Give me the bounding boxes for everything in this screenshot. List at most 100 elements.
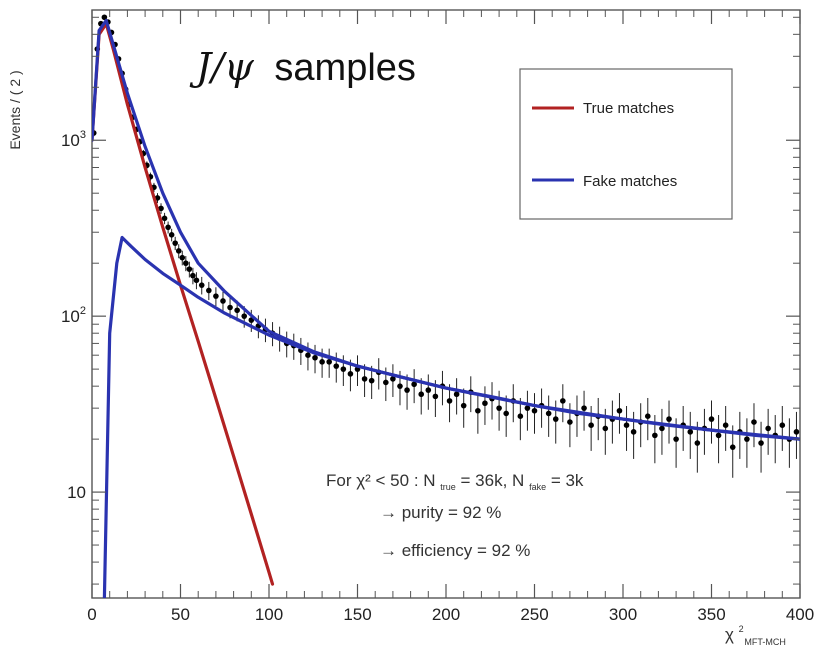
data-point	[305, 352, 311, 358]
data-point	[460, 402, 467, 409]
data-point	[744, 436, 750, 442]
data-point	[602, 425, 609, 432]
data-point	[779, 422, 786, 428]
data-point	[326, 359, 332, 365]
data-point	[390, 376, 396, 382]
data-point	[475, 407, 481, 414]
data-point	[158, 205, 164, 212]
data-point	[172, 240, 178, 246]
chart-title-word: samples	[274, 47, 416, 89]
annotation: For χ² < 50 : N true = 36k, N fake = 3k …	[326, 471, 584, 560]
data-point	[190, 272, 196, 279]
data-point	[312, 354, 318, 361]
data-point	[517, 413, 524, 419]
data-point	[751, 419, 757, 425]
data-point	[411, 381, 417, 388]
data-point	[220, 298, 226, 304]
x-tick-label: 100	[255, 605, 283, 624]
data-point	[165, 224, 171, 231]
x-tick-label: 150	[343, 605, 371, 624]
data-point	[198, 282, 205, 288]
annotation-line-1-c: = 3k	[551, 471, 584, 490]
annotation-line-1: For χ² < 50 : N true = 36k, N fake = 3k	[326, 471, 584, 494]
axes-layer: 0 50 100 150 200 250 300 350 400 10 102 103	[61, 10, 814, 624]
data-point	[227, 304, 233, 311]
annotation-line-1-sub-fake: fake	[529, 482, 546, 492]
data-point	[234, 307, 240, 314]
x-axis-label: χ 2 MFT-MCH	[725, 617, 786, 647]
annotation-line-1-a: For χ² < 50 : N	[326, 471, 436, 490]
annotation-line-2: → purity = 92 %	[380, 503, 501, 522]
data-point	[630, 429, 637, 435]
data-point	[588, 422, 594, 428]
data-point	[168, 232, 175, 238]
y-tick-label: 102	[61, 305, 86, 326]
data-point	[340, 366, 347, 372]
data-point	[729, 444, 736, 450]
series-line-total-fit	[92, 18, 800, 441]
data-point	[496, 405, 502, 411]
annotation-line-1-b: = 36k, N	[461, 471, 525, 490]
data-point	[644, 413, 651, 419]
data-point	[241, 313, 248, 319]
data-point	[673, 436, 679, 442]
data-point	[567, 419, 573, 425]
x-axis-label-sup: 2	[739, 624, 744, 634]
data-point	[652, 432, 658, 439]
data-point	[687, 429, 694, 435]
data-point	[446, 398, 453, 404]
data-point	[503, 410, 509, 417]
data-point	[581, 405, 587, 411]
data-point	[425, 387, 432, 393]
data-point	[175, 248, 182, 254]
data-point	[623, 422, 630, 428]
data-point	[319, 359, 325, 365]
series-layer	[92, 18, 800, 598]
data-point	[179, 254, 186, 261]
data-point	[531, 407, 538, 414]
x-tick-label: 400	[786, 605, 814, 624]
data-point	[722, 422, 729, 428]
data-point	[765, 425, 771, 432]
legend: True matches Fake matches	[519, 68, 733, 220]
data-point	[560, 398, 566, 404]
data-point	[213, 293, 219, 299]
annotation-line-1-sub-true: true	[440, 482, 456, 492]
x-tick-label: 0	[87, 605, 96, 624]
data-point	[616, 407, 623, 414]
data-point	[333, 363, 340, 369]
x-axis-label-sub: MFT-MCH	[744, 637, 786, 647]
chart-title: J/ψ samples	[189, 45, 416, 89]
chart-title-math: J/ψ	[189, 45, 255, 89]
data-point	[397, 383, 403, 389]
data-point	[694, 440, 701, 446]
legend-label-fake: Fake matches	[583, 173, 677, 190]
data-point	[552, 416, 559, 422]
data-point	[101, 14, 108, 21]
annotation-line-3: → efficiency = 92 %	[380, 541, 530, 560]
data-point	[524, 405, 531, 411]
x-tick-label: 300	[609, 605, 637, 624]
data-point	[383, 379, 389, 386]
data-point	[758, 440, 764, 446]
data-point	[715, 432, 722, 439]
data-point	[368, 377, 375, 384]
data-point	[186, 266, 193, 272]
data-point	[183, 260, 189, 267]
data-point	[432, 393, 439, 400]
data-point	[161, 215, 168, 222]
x-tick-label: 200	[432, 605, 460, 624]
legend-box	[519, 68, 733, 220]
x-axis-label-main: χ	[725, 625, 734, 644]
data-point	[666, 416, 672, 422]
data-point	[361, 376, 368, 382]
data-point	[206, 287, 212, 294]
y-tick-label: 10	[67, 483, 86, 502]
data-point	[404, 387, 410, 393]
data-point	[347, 371, 354, 377]
legend-label-true: True matches	[583, 100, 674, 117]
x-tick-label: 250	[520, 605, 548, 624]
data-point	[418, 391, 425, 398]
y-axis-label: Events / ( 2 )	[7, 70, 23, 149]
